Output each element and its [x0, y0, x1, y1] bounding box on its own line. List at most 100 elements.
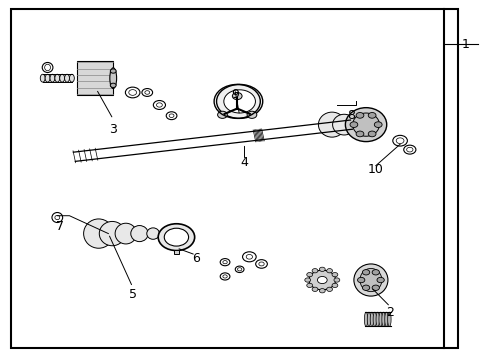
Ellipse shape [115, 223, 136, 244]
Ellipse shape [110, 68, 116, 89]
Ellipse shape [130, 226, 148, 242]
Ellipse shape [45, 74, 50, 82]
Ellipse shape [375, 121, 385, 129]
Ellipse shape [237, 268, 242, 271]
Ellipse shape [232, 93, 242, 100]
Ellipse shape [355, 131, 363, 137]
Ellipse shape [304, 278, 310, 282]
Ellipse shape [69, 74, 74, 82]
Text: 7: 7 [56, 220, 63, 233]
Ellipse shape [306, 283, 312, 288]
Ellipse shape [220, 258, 229, 266]
Ellipse shape [245, 255, 252, 259]
Ellipse shape [128, 90, 136, 95]
Ellipse shape [406, 147, 412, 152]
Ellipse shape [55, 74, 60, 82]
Ellipse shape [333, 278, 339, 282]
Ellipse shape [362, 270, 369, 275]
Ellipse shape [332, 114, 355, 135]
Text: 5: 5 [128, 288, 136, 301]
Ellipse shape [364, 312, 367, 327]
Ellipse shape [169, 114, 174, 117]
Ellipse shape [349, 122, 357, 127]
Ellipse shape [223, 261, 227, 264]
Text: 6: 6 [192, 252, 200, 265]
Text: 1: 1 [461, 38, 468, 51]
Ellipse shape [142, 89, 152, 96]
Ellipse shape [371, 270, 379, 275]
Ellipse shape [346, 116, 365, 133]
Ellipse shape [362, 285, 369, 291]
Ellipse shape [318, 112, 345, 137]
Ellipse shape [326, 287, 332, 292]
Ellipse shape [217, 111, 227, 118]
Ellipse shape [44, 64, 50, 71]
Ellipse shape [366, 312, 370, 327]
Ellipse shape [311, 269, 317, 273]
Text: 3: 3 [109, 123, 117, 136]
Ellipse shape [331, 283, 337, 288]
Text: 9: 9 [230, 88, 238, 101]
Ellipse shape [306, 273, 312, 277]
Ellipse shape [220, 273, 229, 280]
Ellipse shape [110, 83, 116, 87]
Ellipse shape [158, 224, 194, 251]
Ellipse shape [371, 285, 379, 291]
Ellipse shape [381, 312, 385, 327]
Ellipse shape [357, 277, 364, 283]
Ellipse shape [83, 219, 113, 248]
Ellipse shape [52, 212, 62, 222]
Bar [77, 62, 113, 95]
Ellipse shape [216, 85, 262, 118]
Ellipse shape [110, 69, 116, 73]
Ellipse shape [223, 275, 227, 278]
Ellipse shape [319, 289, 325, 293]
Ellipse shape [392, 135, 407, 146]
Ellipse shape [355, 112, 363, 118]
Ellipse shape [99, 221, 125, 246]
Ellipse shape [55, 215, 60, 220]
Ellipse shape [384, 312, 387, 327]
Ellipse shape [153, 100, 165, 109]
Ellipse shape [164, 228, 188, 246]
Ellipse shape [326, 269, 332, 273]
Ellipse shape [376, 277, 384, 283]
Ellipse shape [375, 312, 379, 327]
Ellipse shape [367, 131, 375, 137]
Ellipse shape [166, 112, 177, 120]
Ellipse shape [42, 63, 53, 72]
Ellipse shape [125, 87, 140, 98]
Ellipse shape [40, 74, 45, 82]
Ellipse shape [64, 74, 69, 82]
Ellipse shape [242, 252, 256, 262]
Ellipse shape [359, 269, 381, 292]
Ellipse shape [352, 113, 379, 136]
Ellipse shape [361, 118, 375, 131]
Ellipse shape [367, 112, 375, 118]
Ellipse shape [258, 262, 264, 266]
Ellipse shape [144, 91, 149, 94]
Ellipse shape [403, 145, 415, 154]
Ellipse shape [331, 273, 337, 277]
Ellipse shape [373, 122, 381, 127]
Ellipse shape [372, 312, 376, 327]
Ellipse shape [319, 267, 325, 271]
Ellipse shape [317, 276, 326, 284]
Ellipse shape [50, 74, 55, 82]
Text: 2: 2 [386, 306, 393, 319]
Ellipse shape [235, 266, 244, 273]
Ellipse shape [378, 312, 382, 327]
Text: 8: 8 [347, 109, 355, 122]
Bar [174, 250, 179, 254]
Ellipse shape [395, 138, 403, 144]
Ellipse shape [387, 312, 390, 327]
Ellipse shape [60, 74, 64, 82]
Ellipse shape [246, 111, 256, 118]
Text: 4: 4 [240, 156, 248, 168]
Ellipse shape [353, 264, 387, 296]
Ellipse shape [345, 108, 386, 141]
Ellipse shape [156, 103, 162, 107]
Ellipse shape [369, 312, 373, 327]
Ellipse shape [224, 90, 255, 113]
Ellipse shape [162, 230, 171, 238]
